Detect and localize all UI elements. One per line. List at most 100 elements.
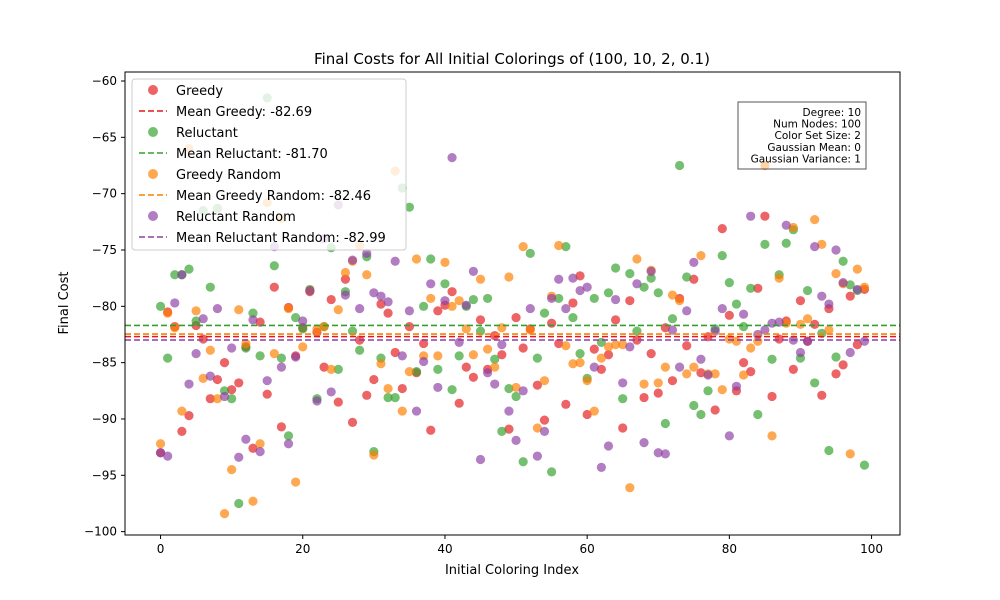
point-reluctant [731,299,742,309]
point-greedy-random [205,345,215,355]
point-greedy-random [312,324,322,334]
point-reluctant [255,351,265,361]
point-reluctant-random [689,257,699,267]
point-reluctant [625,269,635,279]
point-reluctant [447,385,457,395]
point-reluctant-random [490,379,500,389]
point-greedy [511,312,521,323]
point-greedy [219,358,230,368]
point-greedy-random [788,222,798,233]
point-reluctant-random [596,462,606,473]
point-reluctant-random [625,342,635,352]
point-greedy-random [497,323,507,333]
point-reluctant-random [468,266,478,276]
point-reluctant [383,392,393,403]
point-reluctant-random [163,451,173,461]
point-reluctant-random [760,325,770,335]
x-tick-label: 80 [722,542,737,556]
point-reluctant-random [390,256,400,266]
point-reluctant-random [511,435,521,445]
plot-frame [124,71,901,536]
point-reluctant [205,282,215,292]
point-greedy [724,310,734,320]
point-greedy-random [234,305,244,315]
point-reluctant [532,353,542,363]
point-greedy-random [810,214,820,225]
point-greedy-random [611,340,621,350]
point-reluctant-random [696,354,706,364]
point-greedy [461,362,471,372]
point-reluctant-random [547,293,557,304]
point-greedy-random [212,394,223,404]
point-reluctant [760,239,770,249]
legend-mean-label: Mean Greedy: -82.69 [176,105,312,120]
point-reluctant [468,294,478,305]
info-line: Gaussian Variance: 1 [751,153,861,165]
point-reluctant [738,321,749,332]
point-greedy [738,358,749,368]
point-reluctant-random [603,441,614,451]
point-reluctant-random [810,242,820,252]
point-greedy [212,374,223,385]
point-greedy [717,223,727,234]
point-reluctant [603,288,614,298]
y-axis-label: Final Cost [57,272,72,335]
point-reluctant [618,394,628,404]
point-greedy-random [689,362,699,372]
point-reluctant-random [589,362,599,372]
point-reluctant [831,352,841,362]
y-axis-ticks: −100 −95 −90 −85 −80 −75 −70 −65 −60 [84,74,125,539]
point-greedy-random [255,439,265,449]
point-greedy [696,368,706,378]
point-greedy-random [859,282,870,292]
point-reluctant-random [219,391,230,402]
x-tick-label: 40 [437,542,452,556]
point-greedy [468,372,478,382]
point-greedy-random [802,314,813,324]
legend-label: Greedy Random [176,168,281,183]
point-reluctant-random [774,317,784,327]
point-reluctant [298,324,308,334]
point-reluctant-random [667,325,678,335]
point-reluctant [845,280,855,290]
point-reluctant-random [653,448,663,458]
point-reluctant-random [746,211,756,221]
point-reluctant [184,264,194,274]
point-greedy-random [831,269,841,279]
point-reluctant [518,457,528,467]
point-greedy [568,298,578,308]
point-greedy-random [241,338,251,349]
point-greedy-random [596,353,606,363]
point-greedy-random [511,382,521,393]
point-reluctant [248,308,258,318]
point-greedy [319,362,329,372]
point-greedy-random [362,270,372,280]
legend-marker-greedy [148,85,158,95]
point-greedy [205,394,215,404]
point-greedy-random [440,257,450,267]
info-line: Gaussian Mean: 0 [767,142,861,154]
point-greedy [347,417,358,427]
point-reluctant [554,293,564,304]
point-reluctant [497,426,507,436]
point-reluctant-random [404,306,414,316]
point-reluctant-random [411,406,422,416]
point-greedy-random [625,483,635,493]
point-greedy-random [674,296,685,306]
point-reluctant-random [703,370,713,380]
point-reluctant [653,288,663,298]
point-reluctant-random [539,426,550,436]
point-reluctant-random [447,153,457,163]
point-greedy-random [682,369,692,379]
point-greedy-random [518,242,528,252]
point-reluctant-random [362,248,372,258]
point-reluctant [753,409,763,420]
point-greedy-random [198,373,208,384]
point-reluctant [163,353,173,363]
point-greedy-random [433,351,443,361]
point-greedy-random [639,379,649,389]
point-reluctant [504,383,514,394]
point-greedy-random [483,344,493,354]
point-greedy-random [269,349,279,359]
point-reluctant-random [419,356,429,367]
